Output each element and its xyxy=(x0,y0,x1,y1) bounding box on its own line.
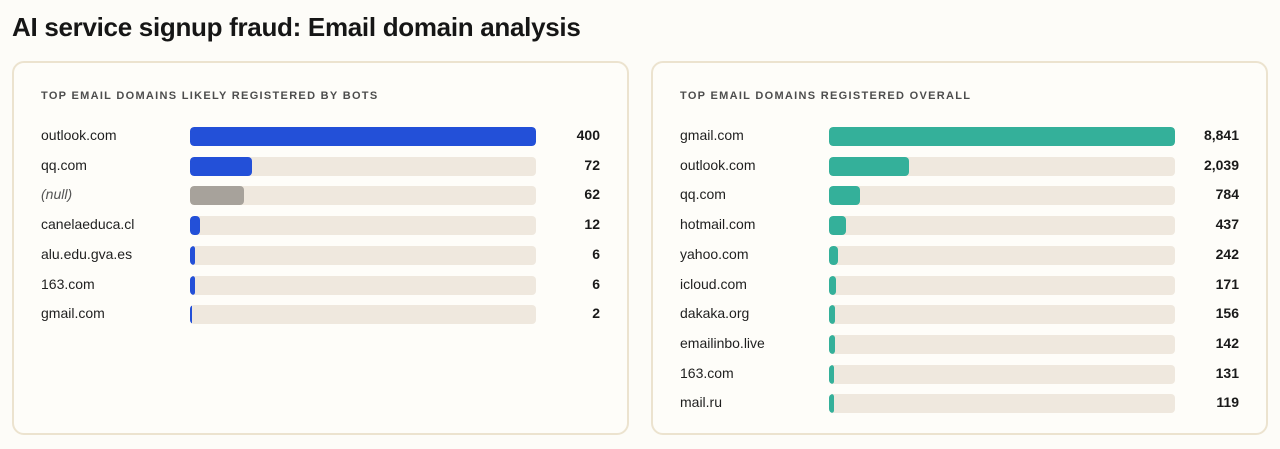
overall-domains-bars: gmail.com 8,841 outlook.com 2,039 qq.com 784 h… xyxy=(653,63,1266,433)
bar-value: 437 xyxy=(1215,216,1239,233)
bar-label: canelaeduca.cl xyxy=(41,216,135,233)
bar-row: outlook.com 400 xyxy=(14,125,627,147)
bar-value: 2 xyxy=(592,305,600,322)
bar-label: alu.edu.gva.es xyxy=(41,245,133,262)
bar-value: 72 xyxy=(584,156,600,173)
bar-label: gmail.com xyxy=(41,305,105,322)
bar xyxy=(829,186,860,206)
bar xyxy=(829,334,835,354)
bar-value: 6 xyxy=(592,275,600,292)
bar-row: outlook.com 2,039 xyxy=(653,155,1266,177)
bar-label: (null) xyxy=(41,186,73,203)
bar-row: icloud.com 171 xyxy=(653,274,1266,296)
bar-track xyxy=(829,334,1175,354)
bar-value: 242 xyxy=(1215,245,1239,262)
bar-value: 142 xyxy=(1215,334,1239,351)
bar-track xyxy=(829,394,1175,414)
bar-track xyxy=(829,216,1175,236)
bar-value: 400 xyxy=(576,127,600,143)
bar-label: yahoo.com xyxy=(680,245,749,262)
bar-track xyxy=(829,364,1175,384)
overall-domains-heading: TOP EMAIL DOMAINS REGISTERED OVERALL xyxy=(680,90,972,102)
bar-row: hotmail.com 437 xyxy=(653,214,1266,236)
bar-track xyxy=(190,216,536,236)
bar-row: (null) 62 xyxy=(14,184,627,206)
bar-label: gmail.com xyxy=(680,127,744,143)
bar-row: gmail.com 2 xyxy=(14,303,627,325)
bar xyxy=(829,305,836,325)
bar-row: alu.edu.gva.es 6 xyxy=(14,244,627,266)
bar-value: 156 xyxy=(1215,305,1239,322)
bar-track xyxy=(829,127,1175,146)
bar xyxy=(190,186,244,206)
bar-track xyxy=(829,245,1175,265)
bar-value: 119 xyxy=(1216,394,1239,411)
bar xyxy=(829,275,836,295)
bar-value: 2,039 xyxy=(1203,156,1239,173)
bar-track xyxy=(190,156,536,176)
bar xyxy=(190,305,192,325)
bar-row: dakaka.org 156 xyxy=(653,303,1266,325)
bar-label: mail.ru xyxy=(680,394,723,411)
bar-label: icloud.com xyxy=(680,275,747,292)
bar-value: 62 xyxy=(584,186,600,203)
bar-track xyxy=(829,275,1175,295)
bots-domains-heading: TOP EMAIL DOMAINS LIKELY REGISTERED BY B… xyxy=(41,90,379,102)
bots-domains-panel: TOP EMAIL DOMAINS LIKELY REGISTERED BY B… xyxy=(12,61,629,435)
bar xyxy=(829,364,835,384)
bar xyxy=(829,394,834,414)
bar-value: 12 xyxy=(584,216,600,233)
bar-value: 6 xyxy=(592,245,600,262)
bar-track xyxy=(190,127,536,146)
bar-row: emailinbo.live 142 xyxy=(653,333,1266,355)
bar-label: 163.com xyxy=(680,364,734,381)
bar-track xyxy=(190,245,536,265)
bar-label: dakaka.org xyxy=(680,305,750,322)
bar-label: outlook.com xyxy=(680,156,756,173)
bar-label: 163.com xyxy=(41,275,95,292)
bar-row: yahoo.com 242 xyxy=(653,244,1266,266)
bar-row: gmail.com 8,841 xyxy=(653,125,1266,147)
bar-value: 171 xyxy=(1215,275,1239,292)
bar-label: qq.com xyxy=(680,186,726,203)
bar xyxy=(190,127,536,146)
page-title: AI service signup fraud: Email domain an… xyxy=(12,12,581,42)
bar xyxy=(829,245,839,265)
bar-value: 784 xyxy=(1215,186,1239,203)
bar-label: hotmail.com xyxy=(680,216,756,233)
bar xyxy=(190,156,253,176)
bar-row: qq.com 784 xyxy=(653,184,1266,206)
bar-value: 8,841 xyxy=(1203,127,1239,143)
bar-value: 131 xyxy=(1215,364,1239,381)
bar-row: qq.com 72 xyxy=(14,155,627,177)
bar-label: qq.com xyxy=(41,156,87,173)
bar-track xyxy=(190,305,536,325)
bar xyxy=(190,216,201,236)
bar xyxy=(829,127,1175,146)
bar-row: canelaeduca.cl 12 xyxy=(14,214,627,236)
bar-row: 163.com 131 xyxy=(653,363,1266,385)
bar-track xyxy=(829,156,1175,176)
bar-row: mail.ru 119 xyxy=(653,392,1266,414)
bar-label: outlook.com xyxy=(41,127,117,143)
bots-domains-bars: outlook.com 400 qq.com 72 (null) 62 canelaeduc… xyxy=(14,63,627,433)
bar-row: 163.com 6 xyxy=(14,274,627,296)
bar-track xyxy=(829,186,1175,206)
bar-label: emailinbo.live xyxy=(680,334,765,351)
bar-track xyxy=(829,305,1175,325)
bar xyxy=(829,156,909,176)
bar xyxy=(190,245,196,265)
bar-track xyxy=(190,275,536,295)
bar-track xyxy=(190,186,536,206)
bar xyxy=(829,216,847,236)
overall-domains-panel: TOP EMAIL DOMAINS REGISTERED OVERALL gma… xyxy=(651,61,1268,435)
bar xyxy=(190,275,196,295)
